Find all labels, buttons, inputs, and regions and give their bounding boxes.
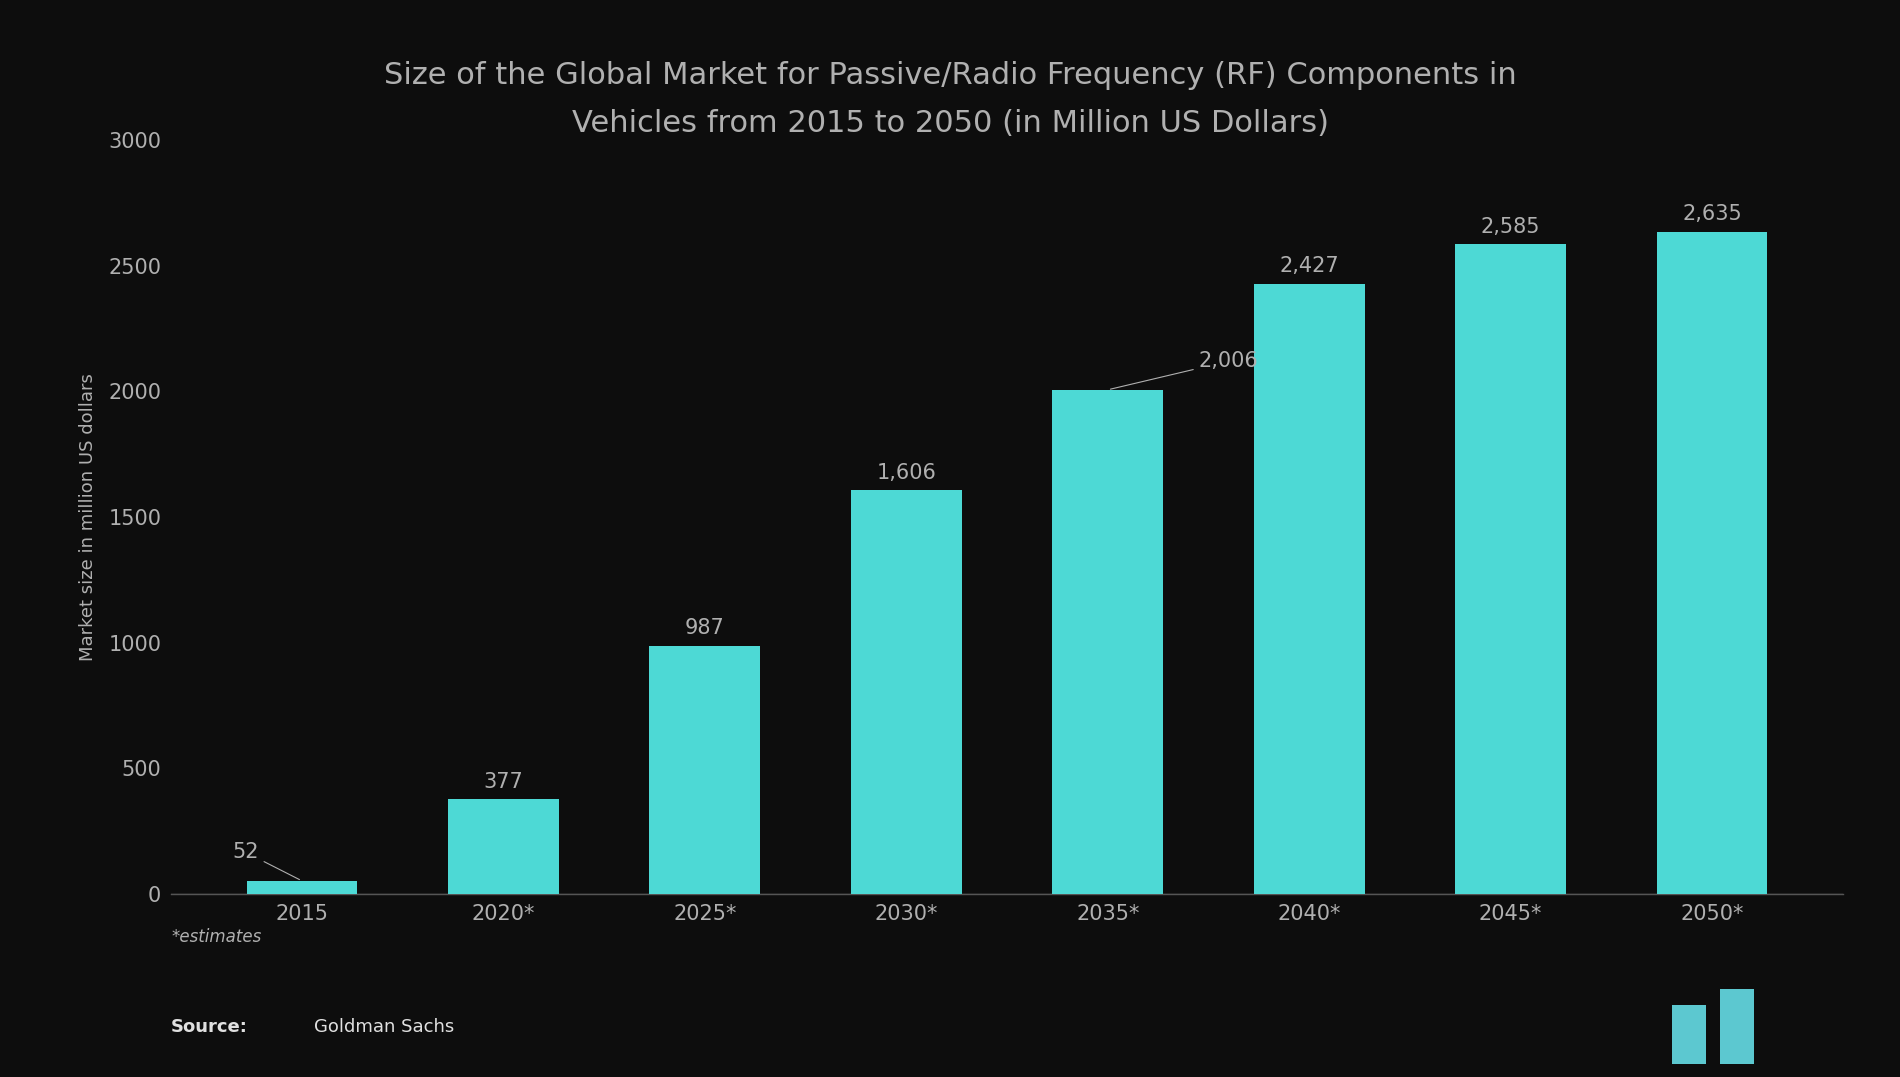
Text: *estimates: *estimates [171, 928, 260, 947]
Bar [1455, 244, 1566, 894]
Text: Goldman Sachs: Goldman Sachs [314, 1018, 454, 1036]
Bar [247, 881, 357, 894]
Bar [851, 490, 961, 894]
Text: 52: 52 [232, 842, 300, 880]
Text: 377: 377 [483, 771, 522, 792]
Bar [1657, 232, 1767, 894]
Text: Size of the Global Market for Passive/Radio Frequency (RF) Components in: Size of the Global Market for Passive/Ra… [384, 61, 1516, 89]
Y-axis label: Market size in million US dollars: Market size in million US dollars [80, 373, 97, 661]
Text: Source:: Source: [171, 1018, 247, 1036]
Bar [448, 799, 559, 894]
Text: 2,635: 2,635 [1682, 205, 1742, 224]
Bar [1254, 284, 1364, 894]
Bar [650, 646, 760, 894]
Text: 2,427: 2,427 [1279, 256, 1340, 277]
Text: Vehicles from 2015 to 2050 (in Million US Dollars): Vehicles from 2015 to 2050 (in Million U… [572, 110, 1328, 138]
Bar [1053, 390, 1163, 894]
Text: 1,606: 1,606 [876, 463, 937, 482]
Text: 987: 987 [686, 618, 724, 639]
Text: 2,585: 2,585 [1480, 216, 1541, 237]
Text: 2,006: 2,006 [1110, 351, 1258, 389]
